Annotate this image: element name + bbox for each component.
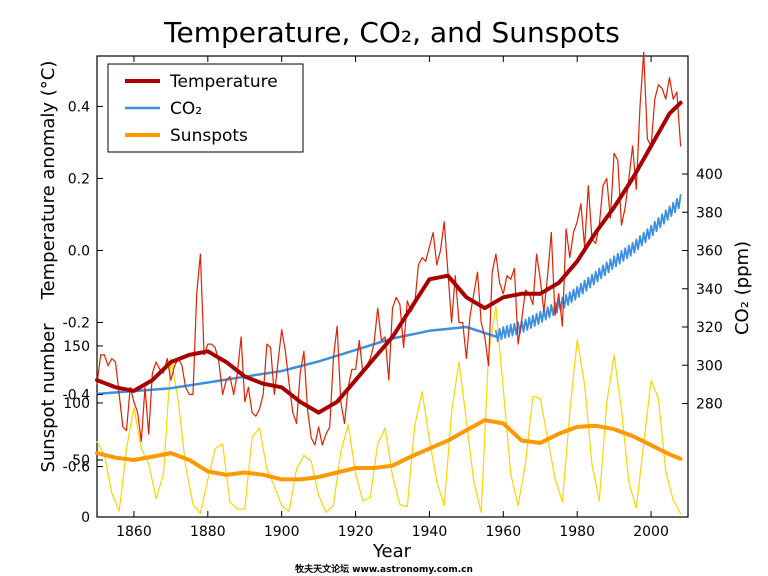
temperature-axis-label: Temperature anomaly (°C) xyxy=(38,61,59,301)
sunspot-tick-label: 150 xyxy=(63,339,90,355)
temperature-tick-label: -0.6 xyxy=(63,460,90,476)
watermark: 牧夫天文论坛 www.astronomy.com.cn xyxy=(295,563,473,575)
sunspot-tick-label: 0 xyxy=(81,510,90,526)
x-axis: 1860 1880 1900 1920 1940 1960 1980 2000 xyxy=(116,56,669,540)
co2-tick-label: 360 xyxy=(696,244,723,260)
x-tick-label: 1980 xyxy=(559,524,595,540)
plot-frame xyxy=(96,55,689,518)
series-line-temperature-annual xyxy=(96,51,682,446)
temperature-tick-label: -0.4 xyxy=(63,388,90,404)
x-tick-label: 1940 xyxy=(412,524,448,540)
x-tick-label: 1920 xyxy=(338,524,374,540)
x-tick-label: 1900 xyxy=(264,524,300,540)
series-line-temperature-smoothed xyxy=(95,100,683,415)
temperature-tick-label: 0.4 xyxy=(68,99,90,115)
co2-tick-label: 300 xyxy=(696,358,723,374)
temperature-y-axis: 0.4 0.2 0.0 -0.2 -0.4 -0.6 xyxy=(63,99,103,476)
x-tick-label: 1960 xyxy=(485,524,521,540)
series-line-co-smoothed xyxy=(95,325,498,396)
co2-tick-label: 400 xyxy=(696,167,723,183)
x-axis-label: Year xyxy=(372,541,412,562)
sunspot-tick-label: 100 xyxy=(63,396,90,412)
temperature-tick-label: 0.2 xyxy=(68,171,90,187)
co2-tick-label: 280 xyxy=(696,397,723,413)
sunspot-y-axis: 150 100 50 0 xyxy=(63,339,103,526)
co2-tick-label: 380 xyxy=(696,205,723,221)
legend-label-temperature: Temperature xyxy=(169,72,278,92)
series-line-sunspots-annual xyxy=(96,305,682,515)
x-tick-label: 1880 xyxy=(190,524,226,540)
chart-title: Temperature, CO₂, and Sunspots xyxy=(163,16,620,49)
co2-y-axis: 400 380 360 340 320 300 280 xyxy=(682,167,723,413)
sunspot-axis-label: Sunspot number xyxy=(38,323,59,473)
legend-label-sunspots: Sunspots xyxy=(170,126,248,146)
plot-area xyxy=(95,51,689,518)
sunspot-tick-label: 50 xyxy=(72,453,90,469)
legend: Temperature CO₂ Sunspots xyxy=(107,63,304,153)
x-tick-label: 1860 xyxy=(116,524,152,540)
co2-tick-label: 340 xyxy=(696,282,723,298)
temperature-tick-label: 0.0 xyxy=(68,243,90,259)
series-layer xyxy=(95,51,683,515)
co2-tick-label: 320 xyxy=(696,320,723,336)
series-line-co-mauna-loa-monthly xyxy=(495,194,682,343)
co2-axis-label: CO₂ (ppm) xyxy=(732,241,753,335)
legend-label-co2: CO₂ xyxy=(170,99,202,119)
x-tick-label: 2000 xyxy=(633,524,669,540)
series-line-sunspots-smoothed xyxy=(95,418,683,482)
temperature-tick-label: -0.2 xyxy=(63,316,90,332)
